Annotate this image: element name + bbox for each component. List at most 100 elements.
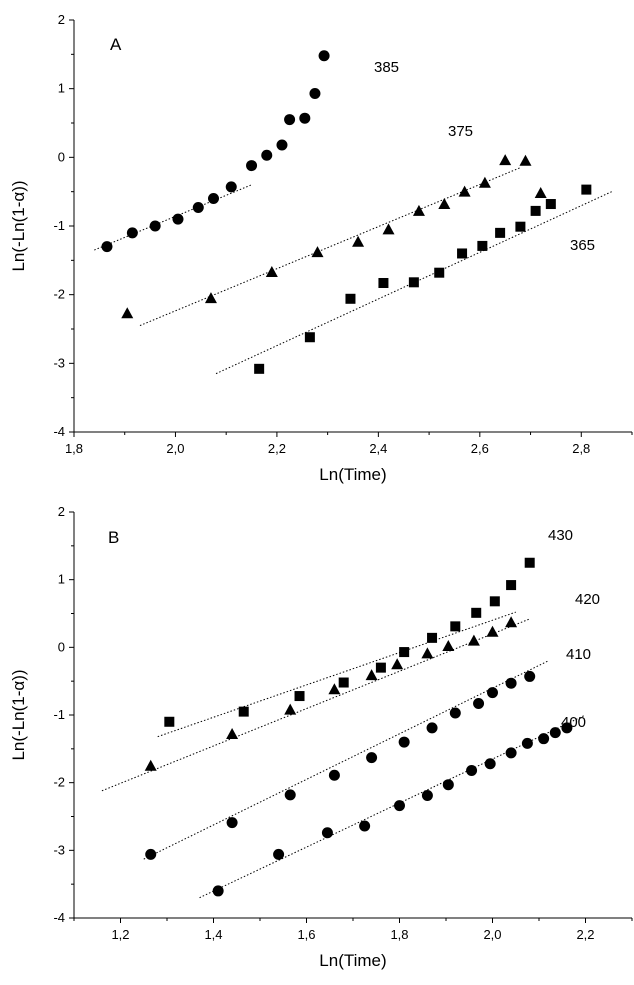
y-tick-label: -1 [53, 218, 65, 233]
x-tick-label: 2,8 [572, 441, 590, 456]
x-axis-label: Ln(Time) [319, 465, 386, 484]
x-tick-label: 2,2 [268, 441, 286, 456]
data-point [426, 722, 438, 734]
data-point [145, 848, 157, 860]
data-point [534, 187, 547, 199]
data-point [121, 307, 134, 319]
data-point [391, 658, 404, 670]
series-label: 420 [575, 591, 600, 608]
y-tick-label: -4 [53, 424, 65, 439]
data-point [321, 827, 333, 839]
data-point [225, 181, 237, 193]
data-point [101, 241, 113, 253]
chart-panel-b: -4 -3 -2 -1 0 1 2 1,2 1,4 1,6 1,8 2,0 2,2 Ln(Time) Ln(… [9, 504, 633, 970]
data-point [471, 607, 482, 618]
data-point [545, 199, 556, 210]
data-point [299, 112, 311, 124]
y-tick-label: 1 [58, 572, 65, 587]
x-tick-label: 2,0 [483, 927, 501, 942]
data-point [521, 737, 533, 749]
x-tick-label: 1,8 [65, 441, 83, 456]
data-point [442, 639, 455, 651]
x-tick-label: 2,2 [576, 927, 594, 942]
series-label: 430 [548, 527, 573, 544]
chart-panel-a: -4 -3 -2 -1 0 1 2 1,8 2,0 2,2 2,4 2,6 2,8 Ln(Time) Ln(… [9, 12, 633, 484]
series-label: 410 [566, 646, 591, 663]
x-tick-label: 1,4 [204, 927, 222, 942]
data-point [394, 800, 405, 812]
data-point [304, 332, 315, 343]
data-point [505, 747, 517, 759]
panel-label: A [110, 35, 122, 54]
series-410: 410 [143, 646, 591, 860]
data-point [421, 647, 434, 659]
data-point [192, 201, 204, 213]
series-label: 400 [561, 714, 586, 731]
data-point [265, 266, 278, 278]
fit-line [143, 660, 549, 860]
data-point [375, 662, 386, 673]
data-point [519, 154, 532, 166]
data-point [254, 363, 265, 374]
y-tick-label: 2 [58, 504, 65, 519]
y-tick-label: -3 [53, 355, 65, 370]
data-point [412, 204, 425, 216]
fit-line [139, 167, 521, 327]
series-label: 365 [570, 237, 595, 254]
data-point [449, 707, 461, 719]
data-point [506, 580, 517, 591]
series-385: 385 [94, 50, 399, 253]
fit-line [157, 611, 516, 738]
data-point [466, 764, 478, 776]
data-point [328, 769, 340, 781]
y-tick-label: -3 [53, 842, 65, 857]
x-tick-label: 2,6 [471, 441, 489, 456]
data-point [487, 687, 498, 699]
data-point [345, 293, 356, 304]
data-point [427, 632, 438, 643]
data-point [538, 733, 550, 745]
data-point [505, 677, 517, 689]
data-point [276, 139, 288, 151]
y-tick-label: 1 [58, 81, 65, 96]
y-tick-label: -1 [53, 707, 65, 722]
data-point [434, 267, 445, 278]
data-point [382, 223, 395, 235]
data-point [438, 198, 451, 210]
x-tick-label: 2,4 [369, 441, 387, 456]
data-point [366, 752, 378, 764]
data-point [318, 50, 330, 62]
data-point [499, 154, 512, 166]
data-point [149, 220, 161, 232]
y-axis-label: Ln(-Ln(1-α)) [9, 180, 28, 271]
data-point [284, 114, 296, 126]
data-point [311, 246, 324, 258]
data-point [338, 677, 349, 688]
data-point [226, 817, 238, 829]
data-point [226, 727, 239, 739]
data-point [126, 227, 138, 239]
x-tick-label: 1,6 [297, 927, 315, 942]
fit-line [199, 714, 586, 899]
series-430: 430 [157, 527, 573, 738]
data-point [478, 176, 491, 188]
y-tick-label: -2 [53, 775, 65, 790]
data-point [505, 616, 518, 628]
x-axis-label: Ln(Time) [319, 951, 386, 970]
data-point [515, 221, 526, 232]
data-point [484, 758, 496, 770]
data-point [581, 184, 592, 195]
data-point [144, 759, 157, 771]
y-tick-label: 0 [58, 149, 65, 164]
data-point [450, 621, 461, 632]
data-point [549, 727, 561, 739]
fit-line [101, 618, 530, 792]
y-tick-label: -4 [53, 910, 65, 925]
data-point [495, 227, 506, 238]
y-axis-label: Ln(-Ln(1-α)) [9, 669, 28, 760]
data-point [530, 205, 541, 216]
series-375: 375 [121, 123, 547, 327]
y-tick-label: 0 [58, 639, 65, 654]
data-point [421, 790, 433, 802]
